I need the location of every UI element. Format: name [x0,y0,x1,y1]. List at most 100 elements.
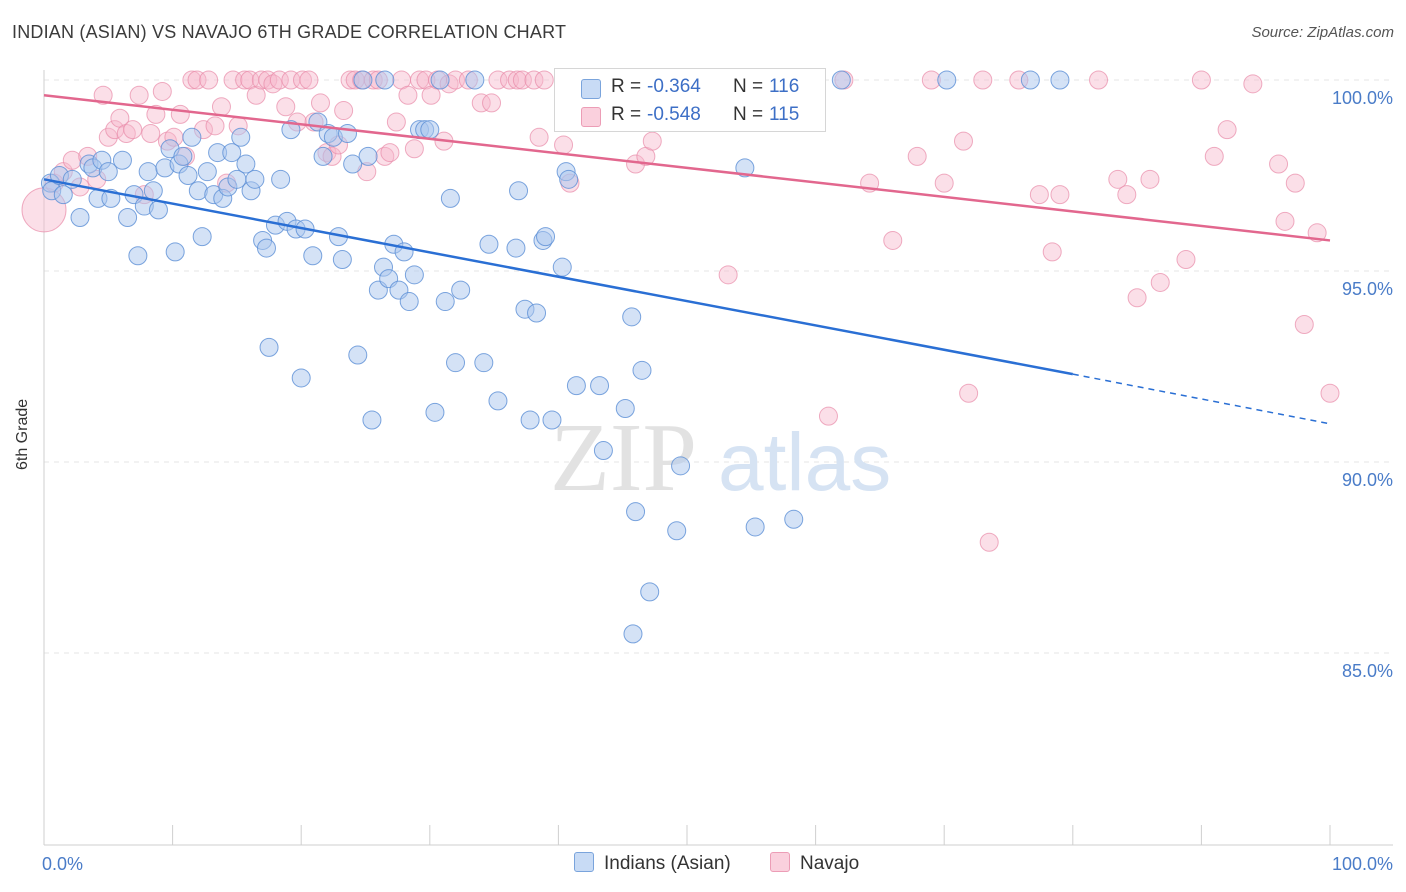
navajo-point [973,70,993,90]
navajo-point [907,146,927,166]
navajo-point [334,101,354,121]
indians-asian-point [271,169,291,189]
navajo-point [199,70,219,90]
navajo-point [1204,146,1224,166]
navajo-point [152,81,172,101]
navajo-point [1320,383,1340,403]
navajo-point [235,70,255,90]
legend-row-navajo: R = -0.548 N = 115 [555,101,825,129]
navajo-point [1050,185,1070,205]
indians-asian-point [138,162,158,182]
trend-lines [43,94,1331,425]
legend-n-label: N = [733,104,764,125]
indians-asian-point [474,353,494,373]
navajo-point [141,123,161,143]
navajo-point [386,112,406,132]
indians-asian-point [197,162,217,182]
indians-asian-point [667,521,687,541]
indians-asian-point [640,582,660,602]
indians-asian-trend-line [43,178,1074,376]
navajo-point [718,265,738,285]
navajo-point [488,70,508,90]
legend-r-label: R = [611,104,642,125]
navajo-point [1150,272,1170,292]
indians-asian-point [440,188,460,208]
bottom-legend-navajo: Navajo [770,852,859,875]
indians-asian-point [506,238,526,258]
indians-asian-point [566,376,586,396]
indians-asian-point [256,238,276,258]
indians-asian-point [143,181,163,201]
navajo-point [818,406,838,426]
navajo-point [129,85,149,105]
indians-asian-trend-extension [1072,373,1331,425]
indians-asian-point [632,360,652,380]
navajo-point [1294,314,1314,334]
legend-r-value: -0.548 [647,104,701,125]
indians-asian-point [118,208,138,228]
navajo-point [1269,154,1289,174]
navajo-point [1127,288,1147,308]
navajo-point [1243,74,1263,94]
navajo-point [170,104,190,124]
indians-asian-point [937,70,957,90]
navajo-point [299,70,319,90]
indians-asian-point [404,265,424,285]
indians-asian-point [465,70,485,90]
navajo-point [512,70,532,90]
navajo-point [205,116,225,136]
indians-asian-point [148,200,168,220]
indians-asian-point [70,208,90,228]
chart-title: INDIAN (ASIAN) VS NAVAJO 6TH GRADE CORRE… [12,22,567,42]
bottom-legend-swatch-blue [574,852,594,872]
indians-asian-point [622,307,642,327]
watermark-atlas: atlas [718,417,891,508]
axes [43,70,1393,846]
navajo-point [398,85,418,105]
navajo-point [98,127,118,147]
indians-asian-point [451,280,471,300]
indians-asian-point [192,227,212,247]
bottom-legend-indians-asian: Indians (Asian) [574,852,731,875]
indians-asian-point [178,166,198,185]
navajo-point [1275,211,1295,231]
indians-asian-point [399,292,419,312]
indians-asian-point [303,246,323,266]
navajo-point [883,230,903,250]
bottom-legend-swatch-pink [770,852,790,872]
indians-asian-point [281,120,301,140]
indians-asian-point [536,227,556,247]
stats-legend: R = -0.364 N = 116 R = -0.548 N = 115 [554,68,826,132]
indians-asian-point [358,146,378,166]
indians-asian-point [735,158,755,178]
indians-asian-point [291,368,311,388]
legend-n-value: 115 [769,104,800,125]
indians-asian-point [259,337,279,357]
y-tick-label: 95.0% [1342,279,1393,299]
navajo-point [507,70,527,90]
indians-asian-point [623,624,643,644]
indians-asian-point [590,376,610,396]
navajo-point [310,93,330,113]
legend-row-indians-asian: R = -0.364 N = 116 [555,73,825,101]
navajo-point [292,70,312,90]
legend-r-label: R = [611,76,642,97]
navajo-point [1191,70,1211,90]
indians-asian-point [236,154,256,174]
indians-asian-point [53,185,73,205]
navajo-point [1217,120,1237,140]
indians-asian-point [542,410,562,430]
legend-swatch-blue [581,79,601,99]
navajo-point [93,85,113,105]
y-tick-labels: 100.0% 95.0% 90.0% 85.0% [1332,88,1393,681]
indians-asian-point [488,391,508,411]
bottom-legend-label: Navajo [800,853,860,874]
navajo-point [953,131,973,151]
navajo-point [246,85,266,105]
indians-asian-point [313,146,333,166]
indians-asian-point [552,257,572,277]
indians-asian-point [520,410,540,430]
navajo-point [1029,185,1049,205]
indians-asian-point [446,353,466,373]
